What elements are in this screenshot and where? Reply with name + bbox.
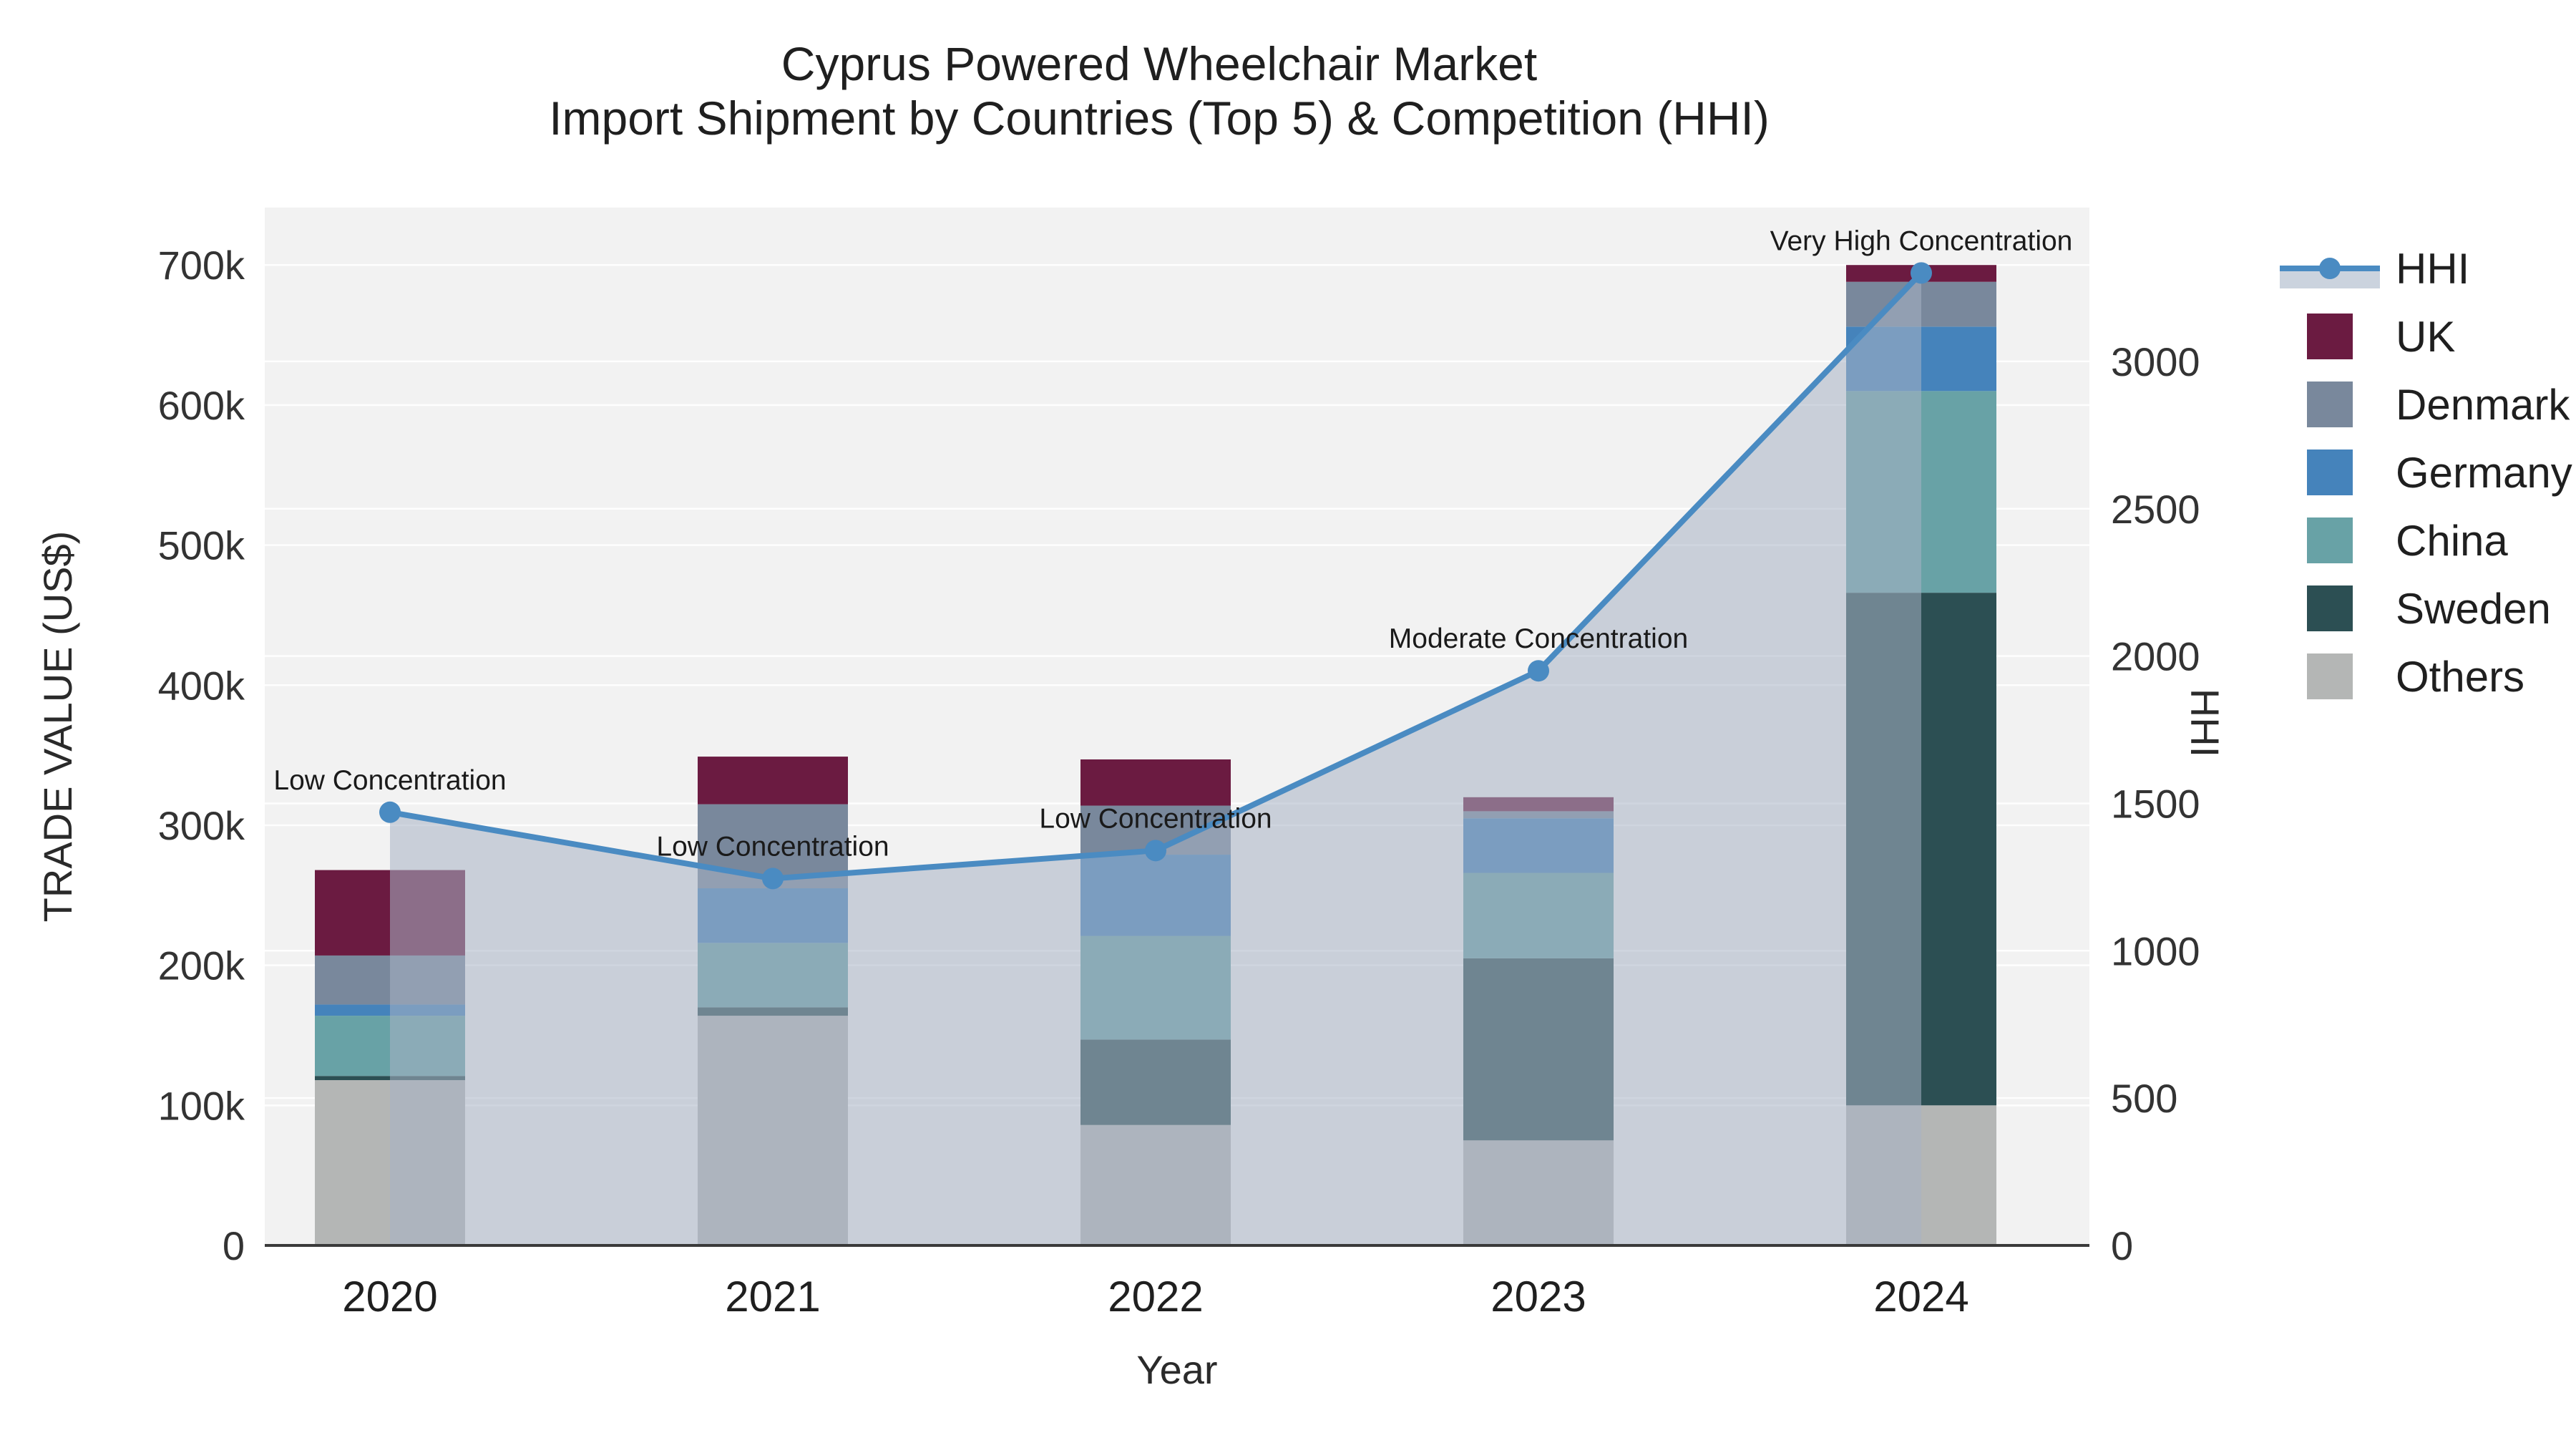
hhi-area-fill bbox=[390, 273, 1921, 1245]
right-axis-tick-label: 2000 bbox=[2111, 634, 2200, 679]
left-axis-tick-label: 400k bbox=[158, 663, 245, 708]
annotation-2022: Low Concentration bbox=[1039, 803, 1272, 834]
legend-swatch-china bbox=[2307, 517, 2353, 563]
x-axis-tick-label-2021: 2021 bbox=[725, 1273, 820, 1321]
left-axis-tick-label: 500k bbox=[158, 523, 245, 568]
left-axis-tick-label: 300k bbox=[158, 803, 245, 848]
legend-swatch-uk bbox=[2307, 314, 2353, 359]
legend-swatch-germany bbox=[2307, 449, 2353, 495]
legend-label-uk: UK bbox=[2396, 313, 2455, 361]
legend-label-denmark: Denmark bbox=[2396, 381, 2570, 429]
x-axis-tick-label-2023: 2023 bbox=[1491, 1273, 1586, 1321]
legend-item-hhi[interactable]: HHI bbox=[2280, 245, 2469, 293]
legend-item-denmark[interactable]: Denmark bbox=[2307, 381, 2570, 429]
legend-item-sweden[interactable]: Sweden bbox=[2307, 585, 2551, 633]
legend-swatch-others bbox=[2307, 653, 2353, 699]
hhi-marker-2023[interactable] bbox=[1528, 660, 1549, 682]
legend-item-uk[interactable]: UK bbox=[2307, 313, 2455, 361]
left-axis-tick-label: 700k bbox=[158, 243, 245, 288]
x-axis-tick-label-2022: 2022 bbox=[1108, 1273, 1203, 1321]
plot-area-group: Low Concentration Low Concentration Low Co… bbox=[158, 208, 2200, 1321]
legend-label-hhi: HHI bbox=[2396, 245, 2469, 293]
legend: HHI UK Denmark Germany China Sweden Others bbox=[2280, 245, 2572, 701]
left-axis-tick-label: 100k bbox=[158, 1083, 245, 1128]
annotation-2024: Very High Concentration bbox=[1770, 225, 2073, 256]
legend-swatch-sweden bbox=[2307, 585, 2353, 631]
legend-label-others: Others bbox=[2396, 653, 2524, 701]
legend-item-china[interactable]: China bbox=[2307, 517, 2508, 565]
chart-title-line1: Cyprus Powered Wheelchair Market bbox=[781, 37, 1537, 90]
legend-swatch-denmark bbox=[2307, 382, 2353, 427]
legend-label-germany: Germany bbox=[2396, 449, 2572, 497]
bar-segment-2021-uk[interactable] bbox=[698, 757, 848, 805]
right-axis-tick-label: 1000 bbox=[2111, 928, 2200, 973]
right-axis-tick-label: 0 bbox=[2111, 1223, 2133, 1268]
annotation-2023: Moderate Concentration bbox=[1389, 623, 1688, 654]
left-axis-tick-label: 200k bbox=[158, 943, 245, 988]
x-axis-tick-label-2024: 2024 bbox=[1873, 1273, 1968, 1321]
hhi-marker-2020[interactable] bbox=[379, 801, 401, 823]
right-axis-tick-label: 3000 bbox=[2111, 339, 2200, 384]
left-axis-title: TRADE VALUE (US$) bbox=[35, 531, 80, 923]
legend-item-germany[interactable]: Germany bbox=[2307, 449, 2572, 497]
legend-hhi-marker-icon bbox=[2319, 258, 2341, 279]
right-axis-tick-label: 1500 bbox=[2111, 781, 2200, 826]
legend-label-sweden: Sweden bbox=[2396, 585, 2551, 633]
right-axis-tick-label: 2500 bbox=[2111, 487, 2200, 532]
hhi-marker-2024[interactable] bbox=[1911, 262, 1932, 284]
left-axis-tick-label: 0 bbox=[223, 1223, 245, 1268]
hhi-marker-2022[interactable] bbox=[1145, 840, 1166, 862]
x-axis-title: Year bbox=[1136, 1347, 1217, 1392]
right-axis-title: HHI bbox=[2182, 689, 2228, 757]
annotation-2020: Low Concentration bbox=[273, 765, 506, 796]
legend-label-china: China bbox=[2396, 517, 2508, 565]
chart-title-line2: Import Shipment by Countries (Top 5) & C… bbox=[549, 92, 1770, 145]
bar-segment-2022-uk[interactable] bbox=[1080, 759, 1231, 806]
hhi-marker-2021[interactable] bbox=[762, 868, 784, 890]
x-axis-tick-label-2020: 2020 bbox=[342, 1273, 437, 1321]
right-axis-tick-label: 500 bbox=[2111, 1076, 2177, 1121]
left-axis-tick-label: 600k bbox=[158, 383, 245, 428]
annotation-2021: Low Concentration bbox=[656, 831, 889, 862]
legend-item-others[interactable]: Others bbox=[2307, 653, 2524, 701]
